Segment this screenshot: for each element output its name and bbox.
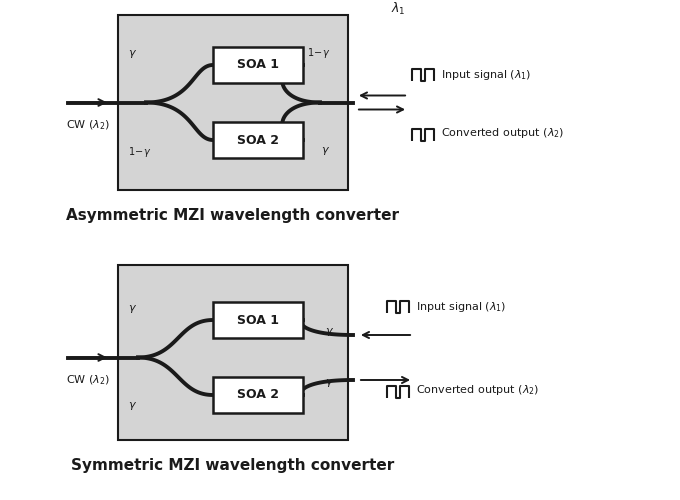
Bar xyxy=(118,265,348,440)
Text: CW ($\lambda_2$): CW ($\lambda_2$) xyxy=(66,118,110,132)
Text: Symmetric MZI wavelength converter: Symmetric MZI wavelength converter xyxy=(71,458,394,473)
Text: $\lambda_1$: $\lambda_1$ xyxy=(391,1,405,17)
Text: Input signal ($\lambda_1$): Input signal ($\lambda_1$) xyxy=(441,68,531,82)
Text: Input signal ($\lambda_1$): Input signal ($\lambda_1$) xyxy=(416,300,507,314)
Bar xyxy=(213,122,303,158)
Bar xyxy=(213,377,303,413)
Text: Asymmetric MZI wavelength converter: Asymmetric MZI wavelength converter xyxy=(67,208,400,223)
Text: $\gamma$: $\gamma$ xyxy=(128,48,137,60)
Text: SOA 1: SOA 1 xyxy=(237,314,279,326)
Text: $\gamma$: $\gamma$ xyxy=(321,145,330,157)
Bar xyxy=(213,302,303,338)
Text: $\gamma$: $\gamma$ xyxy=(325,377,334,389)
Text: CW ($\lambda_2$): CW ($\lambda_2$) xyxy=(66,374,110,387)
Bar xyxy=(213,47,303,83)
Text: $1\!-\!\gamma$: $1\!-\!\gamma$ xyxy=(307,46,330,60)
Text: $1\!-\!\gamma$: $1\!-\!\gamma$ xyxy=(128,145,151,159)
Text: $\gamma$: $\gamma$ xyxy=(128,400,137,412)
Text: Converted output ($\lambda_2$): Converted output ($\lambda_2$) xyxy=(416,383,539,397)
Text: SOA 2: SOA 2 xyxy=(237,388,279,402)
Bar xyxy=(118,15,348,190)
Text: SOA 1: SOA 1 xyxy=(237,58,279,71)
Text: $\gamma$: $\gamma$ xyxy=(128,303,137,315)
Text: Converted output ($\lambda_2$): Converted output ($\lambda_2$) xyxy=(441,126,564,140)
Text: SOA 2: SOA 2 xyxy=(237,134,279,146)
Text: $\gamma$: $\gamma$ xyxy=(325,326,334,338)
